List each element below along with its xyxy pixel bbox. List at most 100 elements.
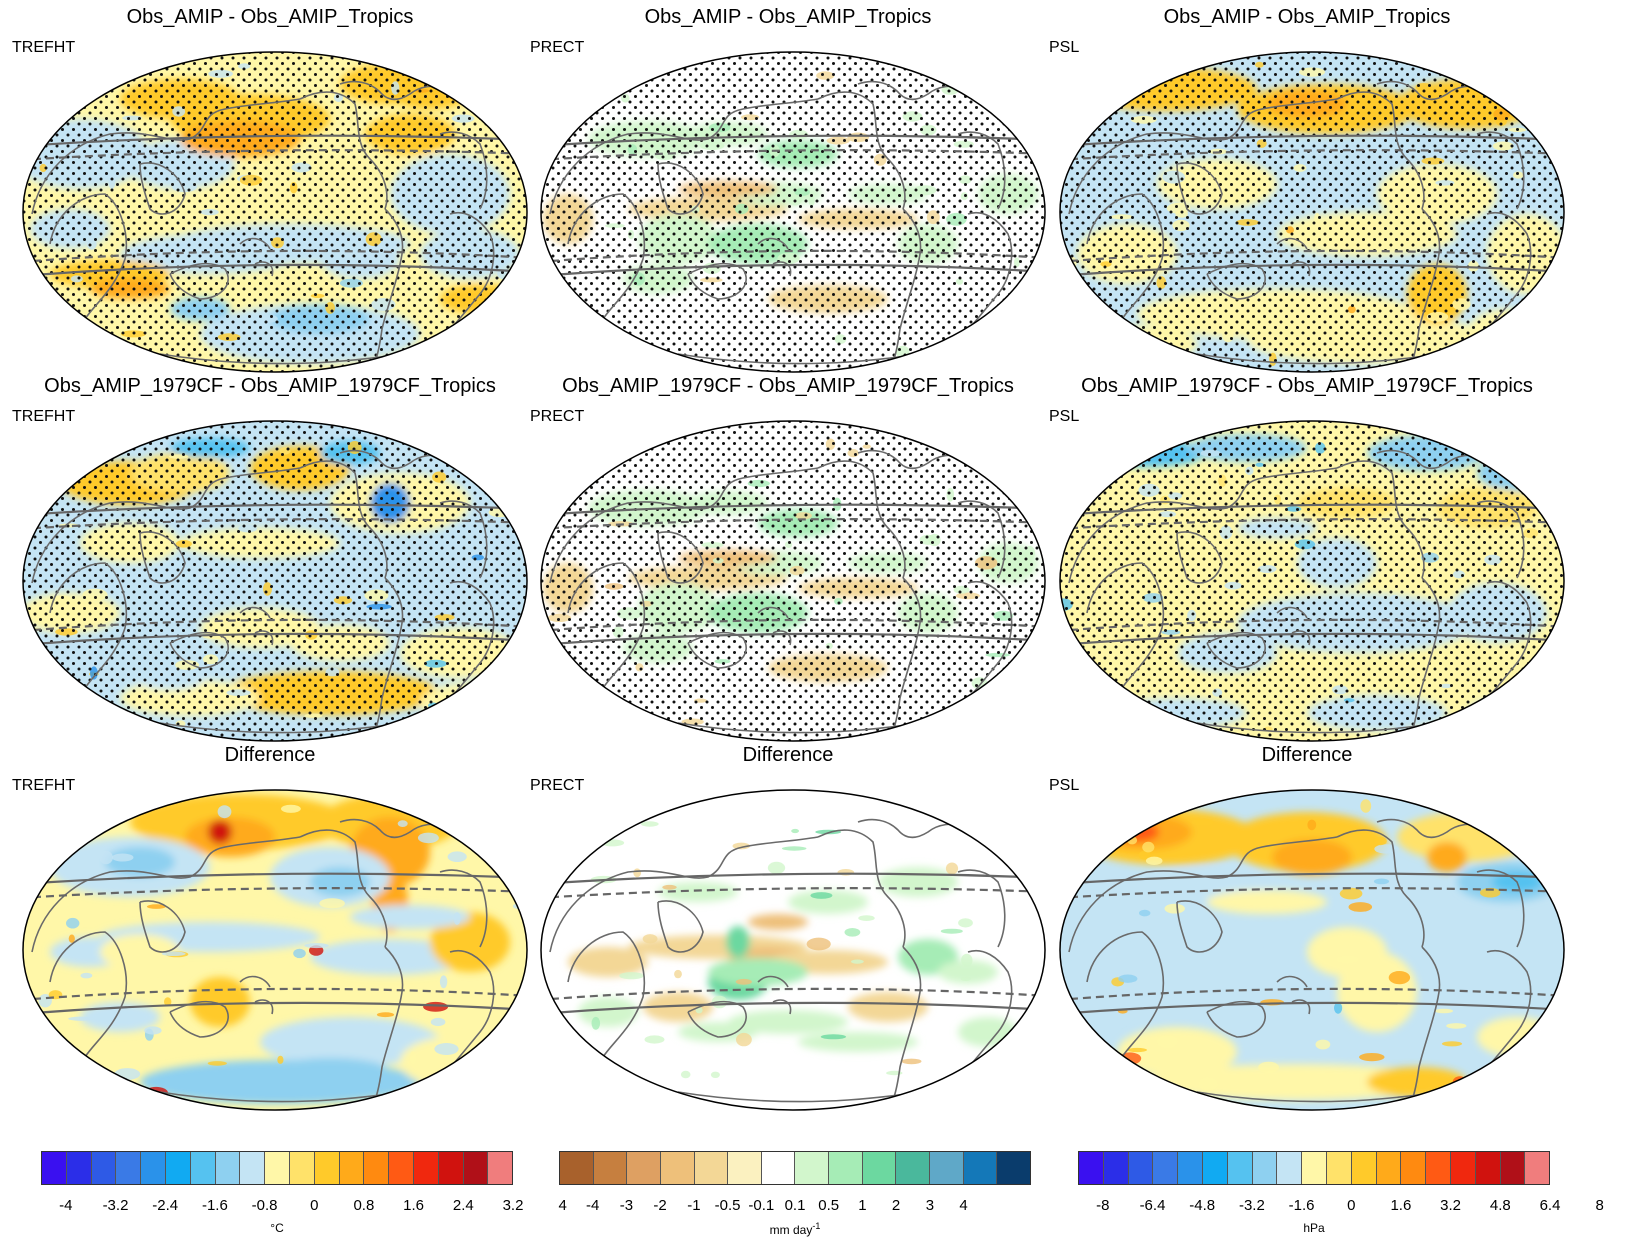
colorbar-tick-label: -1.6 bbox=[1288, 1197, 1315, 1214]
anomaly-speckle bbox=[559, 705, 583, 713]
anomaly-patch bbox=[1467, 698, 1547, 728]
colorbar-ticks: -4 -3.2 -2.4 -1.6 -0.8 0 0.8 1.6 2.4 3.2 4 bbox=[41, 1197, 567, 1217]
anomaly-speckle bbox=[1060, 835, 1074, 844]
coastline bbox=[549, 836, 819, 953]
coastline bbox=[1068, 98, 1338, 215]
anomaly-speckle bbox=[164, 997, 172, 1007]
colorbar-tick-label: -8 bbox=[1096, 1197, 1110, 1214]
coastline bbox=[1376, 818, 1483, 839]
coastline bbox=[1411, 577, 1441, 732]
colorbar-swatch bbox=[240, 1152, 266, 1184]
coastline bbox=[374, 208, 404, 363]
anomaly-patch bbox=[430, 912, 510, 972]
coastline bbox=[374, 946, 404, 1101]
anomaly-speckle bbox=[200, 1072, 214, 1080]
coastline bbox=[449, 581, 495, 694]
anomaly-speckle bbox=[961, 953, 973, 967]
tropics-solid-boundary bbox=[23, 1001, 527, 1016]
coastline bbox=[439, 500, 488, 579]
anomaly-speckle bbox=[735, 978, 752, 985]
coastline bbox=[31, 98, 301, 215]
colorbar-swatch bbox=[190, 1152, 216, 1184]
anomaly-patch bbox=[568, 947, 648, 977]
anomaly-speckle bbox=[662, 884, 677, 890]
anomaly-speckle bbox=[1434, 1008, 1453, 1014]
anomaly-speckle bbox=[114, 1068, 141, 1080]
anomaly-patch bbox=[1207, 890, 1327, 914]
anomaly-speckle bbox=[844, 928, 861, 937]
anomaly-speckle bbox=[128, 349, 137, 360]
colorbar-swatch bbox=[795, 1152, 830, 1184]
colorbar-tick-label: 2.4 bbox=[452, 1197, 474, 1214]
coastline bbox=[687, 631, 747, 669]
colorbar-tick-label: 3 bbox=[925, 1197, 935, 1214]
colorbar-swatch bbox=[1252, 1152, 1278, 1184]
anomaly-speckle bbox=[1524, 827, 1536, 841]
anomaly-speckle bbox=[781, 846, 807, 851]
variable-label: PRECT bbox=[530, 408, 585, 425]
map-panel: Difference TREFHT bbox=[0, 738, 540, 1123]
anomaly-speckle bbox=[588, 827, 604, 839]
anomaly-speckle bbox=[423, 1001, 449, 1012]
anomaly-speckle bbox=[588, 708, 606, 721]
anomaly-speckle bbox=[619, 972, 644, 980]
colorbar-unit-text: hPa bbox=[1303, 1221, 1325, 1235]
coastline bbox=[657, 162, 704, 215]
anomaly-patch bbox=[938, 960, 998, 984]
anomaly-speckle bbox=[633, 868, 642, 878]
anomaly-patch bbox=[1115, 822, 1159, 842]
anomaly-speckle bbox=[293, 948, 306, 959]
tropics-dashed-boundary bbox=[541, 249, 1045, 264]
colorbar-ticks: -8 -6.4 -4.8 -3.2 -1.6 0 1.6 3.2 4.8 6.4 8 bbox=[1078, 1197, 1604, 1217]
colorbar-swatches bbox=[1078, 1151, 1550, 1185]
anomaly-speckle bbox=[945, 862, 959, 875]
colorbar-tick-label: 4 bbox=[959, 1197, 968, 1214]
coastline bbox=[239, 237, 274, 277]
coastline bbox=[31, 467, 301, 584]
anomaly-patch bbox=[100, 934, 180, 970]
colorbar-swatch bbox=[1351, 1152, 1377, 1184]
anomaly-patch bbox=[848, 992, 928, 1022]
map-projection-outline bbox=[1059, 51, 1565, 373]
coastline bbox=[1336, 460, 1425, 579]
variable-label: TREFHT bbox=[12, 777, 76, 794]
world-map bbox=[1059, 420, 1565, 742]
tropics-solid-boundary bbox=[541, 134, 1045, 148]
colorbar-swatch bbox=[339, 1152, 365, 1184]
tropics-dashed-boundary bbox=[1060, 887, 1564, 900]
anomaly-speckle bbox=[1100, 442, 1109, 456]
panel-title: Obs_AMIP - Obs_AMIP_Tropics bbox=[644, 6, 932, 28]
tropics-dashed-boundary bbox=[541, 987, 1045, 1002]
coastline bbox=[449, 950, 495, 1063]
colorbar-swatch bbox=[463, 1152, 489, 1184]
anomaly-patch bbox=[578, 997, 638, 1027]
colorbar-tick-label: 3.2 bbox=[1440, 1197, 1462, 1214]
map-projection-outline bbox=[540, 789, 1046, 1111]
anomaly-speckle bbox=[397, 820, 408, 827]
anomaly-speckle bbox=[1118, 1052, 1142, 1065]
coastline bbox=[1336, 829, 1425, 948]
anomaly-speckle bbox=[40, 427, 62, 438]
significance-stippling bbox=[23, 421, 527, 741]
coastline bbox=[1206, 262, 1266, 300]
anomaly-speckle bbox=[66, 917, 80, 929]
anomaly-patch bbox=[878, 867, 958, 897]
anomaly-speckle bbox=[553, 304, 576, 308]
coastline bbox=[967, 212, 1013, 325]
anomaly-speckle bbox=[556, 843, 569, 854]
world-map bbox=[22, 420, 528, 742]
anomaly-speckle bbox=[1140, 345, 1155, 351]
tropics-dashed-boundary bbox=[23, 149, 527, 162]
anomaly-speckle bbox=[674, 969, 682, 979]
anomaly-speckle bbox=[1015, 486, 1025, 495]
anomaly-speckle bbox=[1164, 903, 1185, 914]
colorbar-tick-label: 0.5 bbox=[818, 1197, 840, 1214]
coastline bbox=[1376, 449, 1483, 470]
anomaly-patch bbox=[788, 890, 868, 914]
colorbar-swatch bbox=[116, 1152, 142, 1184]
anomaly-speckle bbox=[411, 798, 424, 803]
coastline bbox=[1376, 80, 1483, 101]
anomaly-speckle bbox=[85, 707, 92, 712]
colorbar-tick-label: 1.6 bbox=[1390, 1197, 1412, 1214]
colorbar-swatch bbox=[265, 1152, 290, 1184]
